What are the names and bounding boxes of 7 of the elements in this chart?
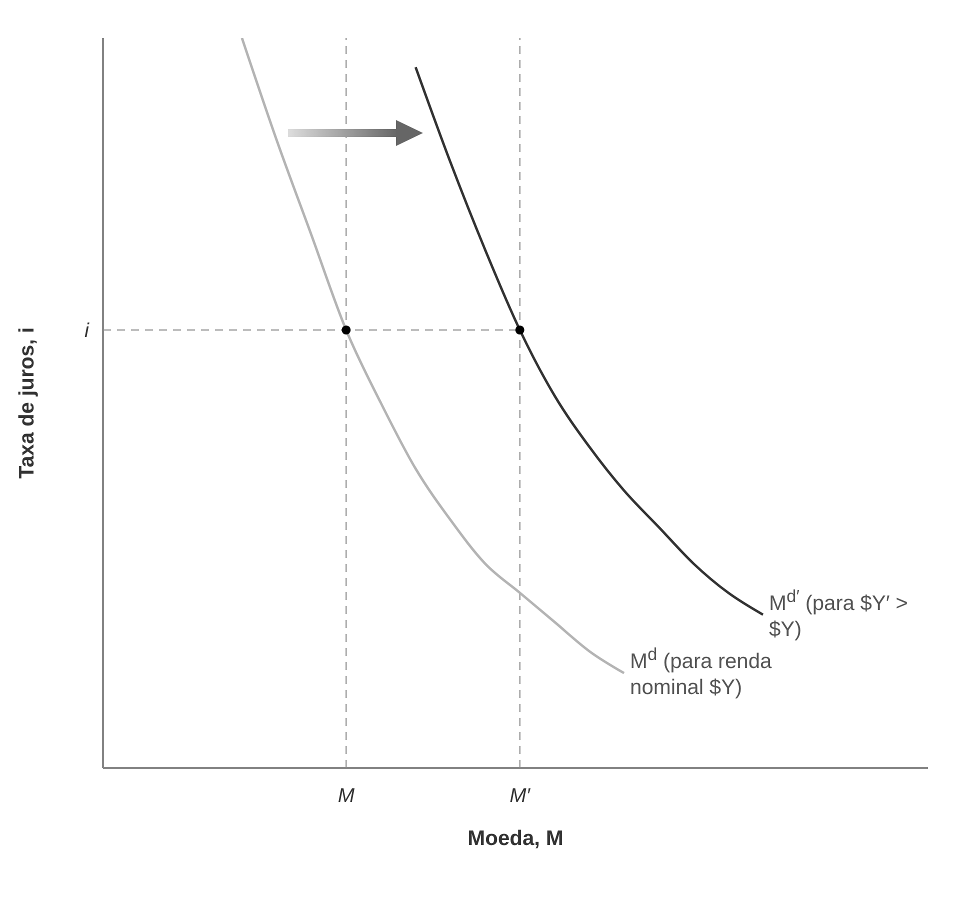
series-label: M$^{d′}$ (para $Y′ > $Y) (769, 584, 909, 643)
ref-line-label: i (84, 320, 90, 342)
x-axis-title: Moeda, M (468, 826, 564, 850)
series-label: M$^{d}$ (para renda nominal $Y) (630, 643, 773, 702)
x-tick-label: M′ (510, 785, 532, 808)
y-axis-title: Taxa de juros, i (15, 327, 38, 479)
x-tick-label: M (338, 785, 355, 808)
